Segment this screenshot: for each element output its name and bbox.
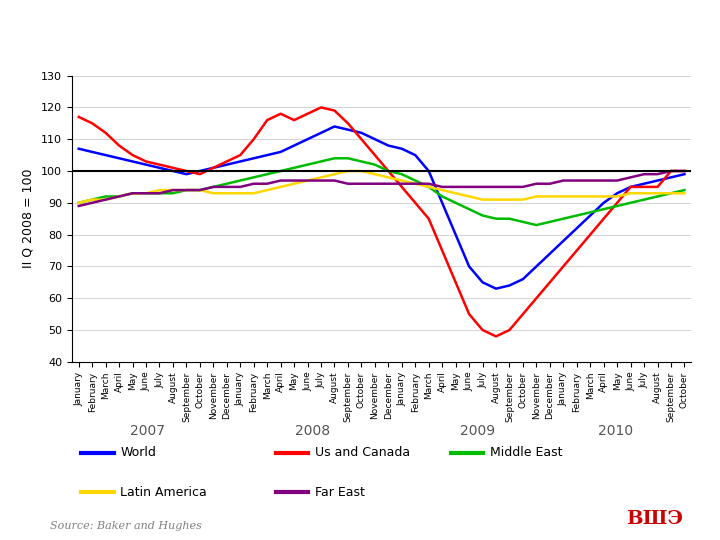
- Text: Latin America: Latin America: [120, 485, 207, 498]
- Text: 2010: 2010: [598, 424, 633, 438]
- Text: 2008: 2008: [295, 424, 330, 438]
- Y-axis label: II Q 2008 = 100: II Q 2008 = 100: [21, 169, 35, 268]
- Text: ВШЭ: ВШЭ: [626, 510, 683, 528]
- Text: Middle East: Middle East: [490, 447, 562, 460]
- Text: Worldwide oil and gas rig count, 2007 - 2010: Worldwide oil and gas rig count, 2007 - …: [13, 30, 503, 48]
- Text: Far East: Far East: [315, 485, 364, 498]
- Text: Us and Canada: Us and Canada: [315, 447, 410, 460]
- Text: 2009: 2009: [460, 424, 495, 438]
- Text: 2007: 2007: [130, 424, 165, 438]
- Text: Source: Baker and Hughes: Source: Baker and Hughes: [50, 521, 202, 531]
- Text: World: World: [120, 447, 156, 460]
